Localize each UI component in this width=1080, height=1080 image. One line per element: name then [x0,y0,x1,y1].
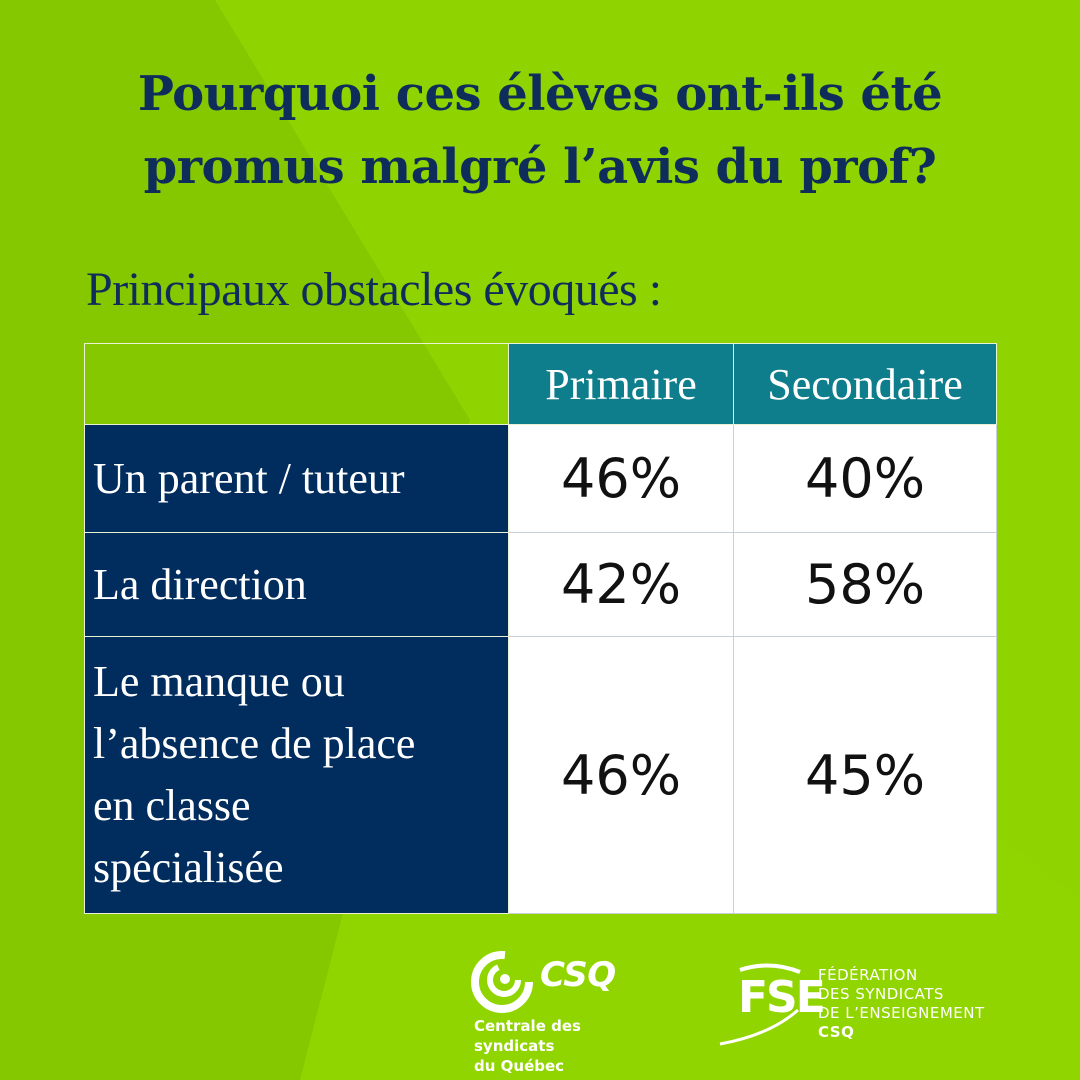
row-label-line: Un parent / tuteur [93,453,405,503]
csq-logo-text: CSQ [540,955,616,995]
title-line-1: Pourquoi ces élèves ont-ils été [137,66,943,122]
row-label-line: en classe [93,781,251,830]
row-label-parent-tuteur: Un parent / tuteur [84,424,509,533]
fse-line: CSQ [818,1023,855,1041]
table-row: Un parent / tuteur 46% 40% [84,424,997,533]
fse-line: FÉDÉRATION [818,966,918,984]
row-label-direction: La direction [84,532,509,637]
fse-logo-text: FÉDÉRATION DES SYNDICATS DE L’ENSEIGNEME… [818,966,985,1042]
svg-text:FSE: FSE [738,972,824,1023]
row-label-line: Le manque ou [93,657,345,706]
fse-line: DE L’ENSEIGNEMENT [818,1004,985,1022]
page-title: Pourquoi ces élèves ont-ils été promus m… [40,58,1040,204]
fse-line: DES SYNDICATS [818,985,944,1003]
column-header-primaire: Primaire [508,343,734,425]
value-cell: 46% [508,424,734,533]
table-row: La direction 42% 58% [84,532,997,637]
table-subtitle: Principaux obstacles évoqués : [86,263,662,316]
footer-logos: FSE [471,951,826,1046]
table-header-row: Primaire Secondaire [84,343,997,425]
value-cell: 58% [733,532,997,637]
row-label-line: spécialisée [93,843,284,892]
value-cell: 42% [508,532,734,637]
csq-swirl-icon [471,951,533,1013]
row-label-classe-specialisee: Le manque ou l’absence de place en class… [84,636,509,914]
table-corner-cell [84,343,509,425]
value-cell: 40% [733,424,997,533]
table-row: Le manque ou l’absence de place en class… [84,636,997,914]
value-cell: 45% [733,636,997,914]
csq-subtitle-line: Centrale des syndicats [474,1017,581,1055]
value-cell: 46% [508,636,734,914]
column-header-secondaire: Secondaire [733,343,997,425]
obstacles-table: Primaire Secondaire Un parent / tuteur 4… [84,343,997,914]
fse-mark-icon: FSE [719,963,826,1046]
row-label-line: La direction [93,559,307,609]
csq-subtitle-line: du Québec [474,1057,565,1075]
title-line-2: promus malgré l’avis du prof? [143,139,937,195]
row-label-line: l’absence de place [93,719,416,768]
csq-subtitle: Centrale des syndicats du Québec [474,1016,654,1076]
